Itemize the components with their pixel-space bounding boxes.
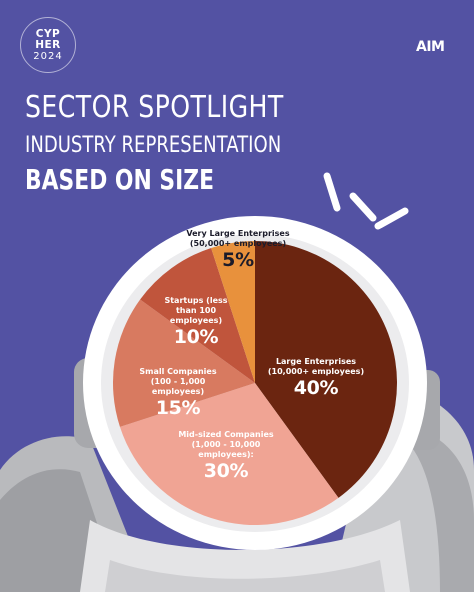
suit-right-arm <box>410 430 474 592</box>
pie-slice-large <box>255 241 398 498</box>
headline-emphasis: BASED ON SIZE <box>25 163 214 196</box>
pie-slice-mid-sized <box>119 383 339 526</box>
slice-name-startups: Startups (less <box>164 296 228 305</box>
spark-stroke-2 <box>349 192 377 222</box>
pie-slice-startups <box>140 247 255 383</box>
slice-value-startups: 10% <box>173 326 219 348</box>
slice-name-small: Small Companies <box>139 367 217 376</box>
helmet-neck-ring-shadow <box>105 560 385 592</box>
slice-value-large: 40% <box>293 377 339 399</box>
slice-label-small: Small Companies (100 - 1,000 employees) … <box>128 367 228 419</box>
slice-sub-startups: than 100 employees) <box>169 306 223 325</box>
badge-line-1: CYP <box>35 27 61 40</box>
slice-value-small: 15% <box>155 397 201 419</box>
aim-logo: AIM <box>416 39 445 55</box>
slice-sub-small: (100 - 1,000 employees) <box>150 377 206 396</box>
pie-chart <box>112 241 398 526</box>
badge-line-3: 2024 <box>33 50 63 62</box>
spark-stroke-1 <box>323 172 341 212</box>
pie-slice-small <box>112 299 255 427</box>
badge-line-2: HER <box>35 38 61 51</box>
slice-sub-mid-sized: (1,000 - 10,000 employees): <box>191 440 261 459</box>
slice-name-mid-sized: Mid-sized Companies <box>178 430 274 439</box>
slice-name-large: Large Enterprises <box>275 357 357 366</box>
slice-value-very-large: 5% <box>222 249 254 271</box>
slice-value-mid-sized: 30% <box>203 460 249 482</box>
slice-label-very-large: Very Large Enterprises (50,000+ employee… <box>178 229 298 271</box>
slice-sub-very-large: (50,000+ employees) <box>189 239 287 248</box>
spark-stroke-3 <box>374 207 409 230</box>
headline-subtitle: INDUSTRY REPRESENTATION <box>25 133 282 158</box>
cypher-2024-badge: CYP HER 2024 <box>20 17 76 73</box>
slice-label-large: Large Enterprises (10,000+ employees) 40… <box>263 357 369 399</box>
slice-sub-large: (10,000+ employees) <box>267 367 365 376</box>
slice-label-mid-sized: Mid-sized Companies (1,000 - 10,000 empl… <box>166 430 286 482</box>
pie-slice-very-large <box>211 241 255 383</box>
slice-name-very-large: Very Large Enterprises <box>186 229 290 238</box>
slice-label-startups: Startups (less than 100 employees) 10% <box>150 296 242 348</box>
headline-title: SECTOR SPOTLIGHT <box>25 90 284 125</box>
